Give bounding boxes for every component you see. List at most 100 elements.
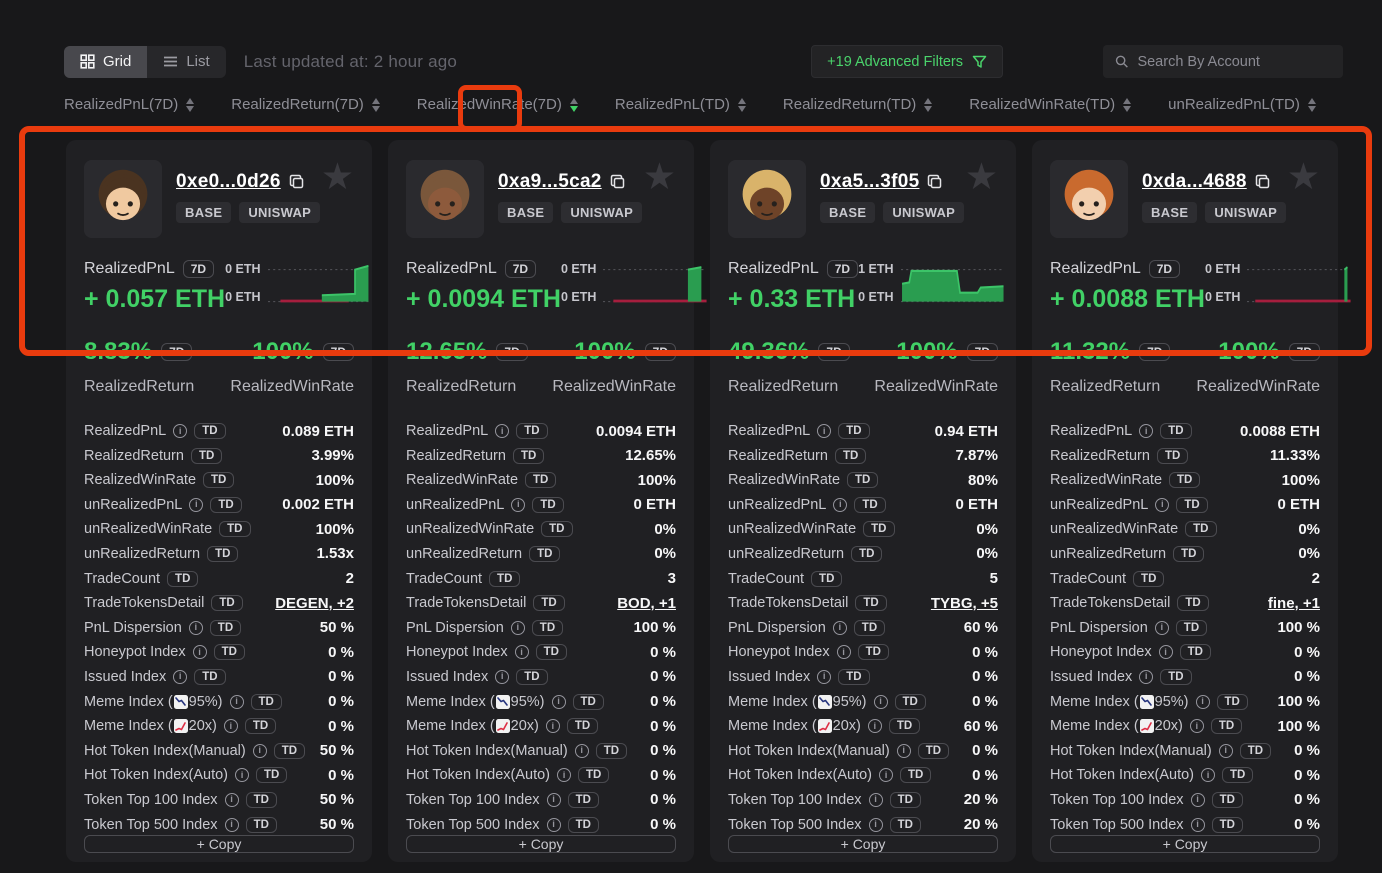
td-badge[interactable]: TD <box>256 767 288 784</box>
info-icon[interactable]: i <box>223 719 238 734</box>
info-icon[interactable]: i <box>551 694 566 709</box>
info-icon[interactable]: i <box>229 694 244 709</box>
info-icon[interactable]: i <box>1195 694 1210 709</box>
wallet-address-link[interactable]: 0xa5...3f05 <box>820 171 920 192</box>
info-icon[interactable]: i <box>495 424 510 438</box>
td-badge[interactable]: TD <box>888 718 921 735</box>
td-badge[interactable]: TD <box>851 545 883 562</box>
info-icon[interactable]: i <box>817 669 832 684</box>
period-badge-7d[interactable]: 7D <box>504 260 537 278</box>
sort-header-3[interactable]: RealizedPnL(TD) <box>615 96 746 113</box>
copy-trader-button[interactable]: + Copy <box>84 834 354 853</box>
td-badge[interactable]: TD <box>1211 791 1243 808</box>
td-badge[interactable]: TD <box>244 718 277 735</box>
td-badge[interactable]: TD <box>209 619 242 636</box>
info-icon[interactable]: i <box>1139 424 1154 438</box>
info-icon[interactable]: i <box>1189 719 1204 734</box>
info-icon[interactable]: i <box>235 768 250 783</box>
sort-arrows-icon[interactable] <box>1307 97 1316 112</box>
period-badge-7d[interactable]: 7D <box>182 260 215 278</box>
td-badge[interactable]: TD <box>211 595 243 612</box>
td-badge[interactable]: TD <box>541 521 573 538</box>
period-badge-7d[interactable]: 7D <box>161 343 193 361</box>
td-badge[interactable]: TD <box>894 693 926 710</box>
info-icon[interactable]: i <box>188 620 203 635</box>
info-icon[interactable]: i <box>836 645 851 660</box>
td-badge[interactable]: TD <box>516 668 548 685</box>
info-icon[interactable]: i <box>546 792 561 807</box>
td-badge[interactable]: TD <box>273 742 306 759</box>
info-icon[interactable]: i <box>511 497 526 512</box>
period-badge-7d[interactable]: 7D <box>1148 260 1181 278</box>
td-badge[interactable]: TD <box>567 791 599 808</box>
info-icon[interactable]: i <box>1154 620 1169 635</box>
search-box[interactable] <box>1103 45 1343 78</box>
copy-trader-button[interactable]: + Copy <box>1050 834 1320 853</box>
td-badge[interactable]: TD <box>900 767 932 784</box>
td-badge[interactable]: TD <box>213 644 245 661</box>
td-badge[interactable]: TD <box>917 742 950 759</box>
td-badge[interactable]: TD <box>1210 718 1243 735</box>
info-icon[interactable]: i <box>514 645 529 660</box>
td-badge[interactable]: TD <box>535 644 567 661</box>
td-badge[interactable]: TD <box>595 742 628 759</box>
period-badge-7d[interactable]: 7D <box>644 343 676 361</box>
info-icon[interactable]: i <box>495 669 510 684</box>
copy-address-icon[interactable] <box>610 174 626 190</box>
info-icon[interactable]: i <box>557 768 572 783</box>
td-badge[interactable]: TD <box>811 570 843 587</box>
td-badge[interactable]: TD <box>578 767 610 784</box>
td-badge[interactable]: TD <box>834 447 867 464</box>
advanced-filters-button[interactable]: +19 Advanced Filters <box>811 45 1003 78</box>
copy-address-icon[interactable] <box>1255 174 1271 190</box>
td-badge[interactable]: TD <box>889 816 921 833</box>
period-badge-7d[interactable]: 7D <box>322 343 354 361</box>
td-badge[interactable]: TD <box>525 472 557 489</box>
td-badge[interactable]: TD <box>1185 521 1217 538</box>
td-badge[interactable]: TD <box>1179 644 1211 661</box>
td-badge[interactable]: TD <box>245 816 277 833</box>
info-icon[interactable]: i <box>173 669 188 684</box>
sort-arrows-icon[interactable] <box>737 97 746 112</box>
td-badge[interactable]: TD <box>1160 668 1192 685</box>
period-badge-7d[interactable]: 7D <box>496 343 528 361</box>
td-badge[interactable]: TD <box>516 423 548 439</box>
favorite-star-icon[interactable]: ★ <box>642 156 676 197</box>
wallet-address-link[interactable]: 0xda...4688 <box>1142 171 1247 192</box>
td-badge[interactable]: TD <box>853 619 886 636</box>
info-icon[interactable]: i <box>868 817 883 832</box>
td-badge[interactable]: TD <box>857 644 889 661</box>
td-badge[interactable]: TD <box>194 423 226 439</box>
info-icon[interactable]: i <box>1190 817 1205 832</box>
td-badge[interactable]: TD <box>1133 570 1165 587</box>
info-icon[interactable]: i <box>224 792 239 807</box>
td-badge[interactable]: TD <box>532 496 564 513</box>
info-icon[interactable]: i <box>1158 645 1173 660</box>
td-badge[interactable]: TD <box>512 447 545 464</box>
td-badge[interactable]: TD <box>529 545 561 562</box>
trade-tokens-link[interactable]: fine, +1 <box>1267 594 1320 612</box>
info-icon[interactable]: i <box>868 792 883 807</box>
info-icon[interactable]: i <box>817 424 832 438</box>
td-badge[interactable]: TD <box>847 472 879 489</box>
sort-arrows-icon[interactable] <box>569 97 578 112</box>
td-badge[interactable]: TD <box>1160 423 1192 439</box>
td-badge[interactable]: TD <box>219 521 251 538</box>
td-badge[interactable]: TD <box>190 447 223 464</box>
period-badge-7d[interactable]: 7D <box>826 260 859 278</box>
td-badge[interactable]: TD <box>863 521 895 538</box>
td-badge[interactable]: TD <box>1176 496 1208 513</box>
info-icon[interactable]: i <box>1218 743 1233 758</box>
wallet-address-link[interactable]: 0xa9...5ca2 <box>498 171 602 192</box>
td-badge[interactable]: TD <box>203 472 235 489</box>
copy-address-icon[interactable] <box>927 174 943 190</box>
info-icon[interactable]: i <box>879 768 894 783</box>
td-badge[interactable]: TD <box>1175 619 1208 636</box>
sort-header-2[interactable]: RealizedWinRate(7D) <box>417 96 578 113</box>
info-icon[interactable]: i <box>832 620 847 635</box>
favorite-star-icon[interactable]: ★ <box>320 156 354 197</box>
period-badge-7d[interactable]: 7D <box>966 343 998 361</box>
td-badge[interactable]: TD <box>167 570 199 587</box>
td-badge[interactable]: TD <box>1156 447 1189 464</box>
grid-view-button[interactable]: Grid <box>64 45 148 78</box>
